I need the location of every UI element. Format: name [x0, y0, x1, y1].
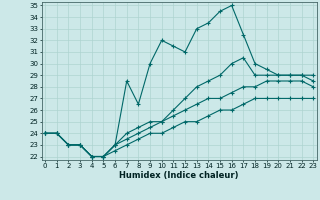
X-axis label: Humidex (Indice chaleur): Humidex (Indice chaleur) — [119, 171, 239, 180]
